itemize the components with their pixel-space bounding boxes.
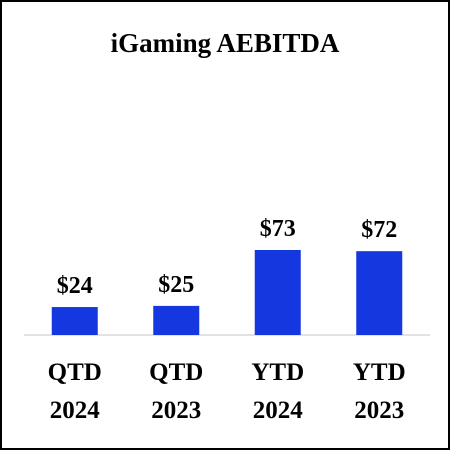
bar-0	[51, 307, 98, 335]
bar-2	[254, 250, 301, 335]
data-label-2: $73	[260, 216, 296, 242]
data-label-1: $25	[158, 272, 194, 298]
x-tick-label-3-line-0: YTD	[353, 359, 406, 386]
chart-title: iGaming AEBITDA	[110, 28, 340, 58]
data-label-3: $72	[361, 217, 397, 243]
x-tick-label-2-line-0: YTD	[251, 359, 304, 386]
x-tick-label-0-line-0: QTD	[48, 359, 102, 386]
x-tick-label-3-line-1: 2023	[354, 397, 404, 424]
x-tick-label-2-line-1: 2024	[253, 397, 304, 424]
data-label-0: $24	[57, 273, 93, 299]
x-tick-label-1-line-1: 2023	[151, 397, 201, 424]
bar-1	[153, 305, 200, 335]
bar-3	[356, 251, 403, 335]
x-tick-label-0-line-1: 2024	[50, 397, 101, 424]
x-tick-label-1-line-0: QTD	[149, 359, 203, 386]
